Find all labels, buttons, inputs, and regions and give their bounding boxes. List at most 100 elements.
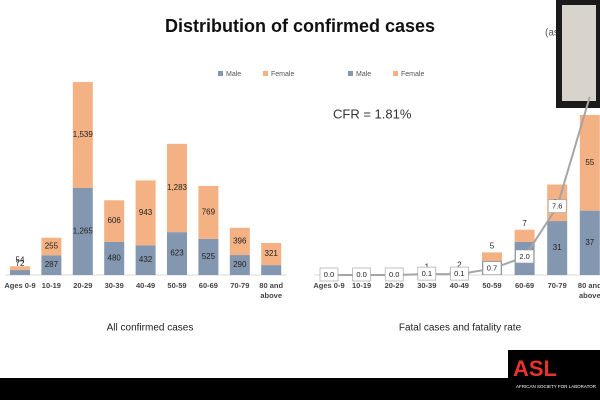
footer-bar [0, 378, 600, 400]
bar-segment [104, 241, 125, 275]
logo-box [508, 350, 600, 392]
bar-segment [41, 255, 62, 275]
cfr-box [417, 266, 437, 281]
data-label: 525 [202, 252, 216, 261]
bar-segment [72, 187, 93, 275]
bar-segment [514, 229, 535, 242]
cfr-label: 0.0 [389, 270, 399, 279]
data-label: 1,539 [73, 130, 94, 139]
data-label: 480 [108, 254, 122, 263]
data-label: 255 [45, 242, 59, 251]
data-label: 37 [585, 238, 594, 247]
bar-segment [104, 200, 125, 242]
x-tick-label: 20-29 [73, 281, 93, 290]
x-tick-label: 30-39 [104, 281, 124, 290]
legend-label: Male [226, 71, 241, 78]
bar-segment [229, 255, 250, 275]
bar-segment [135, 180, 156, 246]
bar-segment [579, 114, 600, 211]
bar-segment [10, 270, 30, 275]
bar-segment [229, 227, 250, 256]
data-label: 55 [585, 158, 594, 167]
data-label: 72 [16, 259, 25, 268]
legend-swatch [263, 71, 268, 76]
bar-segment [198, 238, 219, 275]
bar-segment [10, 266, 30, 271]
x-tick-label: 30-39 [417, 281, 437, 290]
x-tick-label: 80 and above [577, 281, 600, 300]
chart-caption: Fatal cases and fatality rate [399, 323, 522, 334]
cfr-text: CFR = 1.81% [333, 106, 412, 121]
x-tick-label: 10-19 [41, 281, 61, 290]
cfr-label: 0.1 [454, 269, 464, 278]
x-tick-label: 70-79 [230, 281, 250, 290]
data-label: 5 [490, 241, 495, 250]
x-tick-label: 40-49 [449, 281, 469, 290]
data-label: 290 [233, 260, 247, 269]
bar-segment [41, 237, 62, 256]
data-label: 1,283 [167, 183, 188, 192]
data-label: 2 [457, 261, 462, 270]
bar-segment [482, 252, 502, 262]
legend-swatch [393, 71, 398, 76]
bar-segment [261, 265, 282, 275]
cfr-box [384, 267, 404, 282]
data-label: 769 [202, 208, 216, 217]
data-label: 623 [170, 249, 184, 258]
legend-label: Male [356, 71, 371, 78]
x-tick-label: 60-69 [198, 281, 218, 290]
legend-swatch [218, 71, 223, 76]
bar-segment [579, 210, 600, 275]
x-tick-label: 80 and above [259, 281, 284, 300]
cfr-label: 0.0 [324, 270, 334, 279]
data-label: 54 [16, 255, 25, 264]
logo: ASL [513, 356, 557, 381]
data-label: 31 [553, 243, 562, 252]
legend-label: Female [401, 71, 424, 78]
legend-label: Female [271, 71, 294, 78]
cfr-label: 0.0 [356, 270, 366, 279]
x-tick-label: 70-79 [547, 281, 567, 290]
data-label: 432 [139, 255, 153, 264]
data-label: 321 [265, 249, 279, 258]
bar-segment [198, 185, 219, 239]
x-tick-label: 10-19 [352, 281, 372, 290]
bar-segment [167, 143, 187, 233]
data-label: 396 [233, 237, 247, 246]
data-label: 7 [522, 219, 527, 228]
cfr-label: 0.7 [487, 264, 497, 273]
cfr-box [482, 261, 502, 276]
bar-segment [547, 221, 568, 275]
x-tick-label: 60-69 [515, 281, 535, 290]
cfr-box [450, 266, 469, 281]
cfr-box [319, 267, 339, 282]
slide-title: Distribution of confirmed cases [165, 16, 435, 36]
webcam-image [562, 5, 596, 101]
bar-segment [72, 82, 93, 188]
cfr-label: 0.1 [422, 269, 432, 278]
data-label: 287 [45, 260, 59, 269]
x-tick-label: 40-49 [136, 281, 156, 290]
x-tick-label: Ages 0-9 [4, 281, 36, 290]
legend-swatch [348, 71, 353, 76]
x-tick-label: 50-59 [482, 281, 502, 290]
bar-segment [135, 245, 156, 275]
x-tick-label: 50-59 [167, 281, 187, 290]
bar-segment [167, 232, 187, 275]
data-label: 606 [108, 216, 122, 225]
bar-segment [261, 243, 282, 266]
cfr-box [352, 267, 371, 282]
logo-sub: AFRICAN SOCIETY FOR LABORATOR [516, 384, 597, 389]
cfr-label: 2.0 [519, 252, 529, 261]
data-label: 1,265 [73, 227, 94, 236]
corner-text: (as [545, 28, 559, 39]
cfr-box [515, 249, 534, 264]
data-label: 943 [139, 208, 153, 217]
x-tick-label: 20-29 [384, 281, 404, 290]
cfr-label: 7.6 [552, 202, 562, 211]
cfr-box [547, 199, 567, 213]
chart-caption: All confirmed cases [107, 323, 194, 334]
x-tick-label: Ages 0-9 [313, 281, 345, 290]
